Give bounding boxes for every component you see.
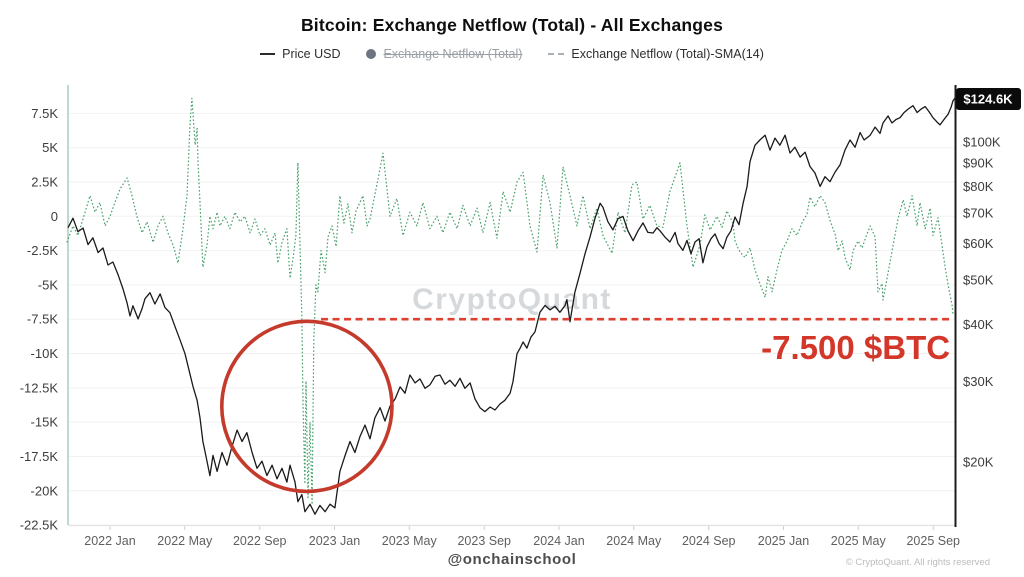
left-axis-tick: -10K [31,346,59,361]
legend: Price USD Exchange Netflow (Total) Excha… [0,47,1024,61]
right-axis-tick: $80K [963,179,994,194]
x-axis-tick: 2024 Jan [533,534,584,548]
x-axis-tick: 2022 May [157,534,213,548]
x-axis-tick: 2025 Jan [758,534,809,548]
right-axis-tick: $30K [963,374,994,389]
axis-labels: 7.5K 5K 2.5K 0 -2.5K -5K -7.5K -10K -12.5K -15K -1… [20,106,1001,548]
right-axis-tick: $50K [963,272,994,287]
right-axis-tick: $20K [963,455,994,470]
left-axis-tick: -22.5K [20,518,59,533]
x-axis-tick: 2023 May [382,534,438,548]
right-axis-tick: $100K [963,135,1001,150]
legend-item-netflow-sma[interactable]: Exchange Netflow (Total)-SMA(14) [548,47,764,61]
left-axis-tick: -15K [31,415,59,430]
x-axis-tick: 2025 Sep [906,534,960,548]
legend-label: Price USD [282,47,341,61]
x-axis-tick: 2022 Sep [233,534,287,548]
legend-item-netflow[interactable]: Exchange Netflow (Total) [366,47,522,61]
left-axis-tick: -7.5K [27,312,58,327]
axes [67,85,957,527]
x-axis-tick: 2025 May [831,534,887,548]
left-axis-tick: 2.5K [31,174,58,189]
x-axis-tick: 2023 Sep [457,534,511,548]
right-axis-tick: $40K [963,317,994,332]
copyright-notice: © CryptoQuant. All rights reserved [845,557,990,568]
legend-label: Exchange Netflow (Total)-SMA(14) [571,47,764,61]
price-badge: $124.6K [956,88,1021,110]
right-axis-tick: $70K [963,205,994,220]
red-annotations [220,317,952,494]
author-handle: @onchainschool [447,551,577,568]
left-axis-tick: -2.5K [27,243,58,258]
x-axis-tick: 2024 Sep [682,534,736,548]
x-axis-tick: 2023 Jan [309,534,360,548]
last-price-badge-label: $124.6K [963,92,1013,107]
left-axis-tick: -5K [38,277,59,292]
right-axis-tick: $90K [963,155,994,170]
left-axis-tick: 5K [42,140,58,155]
legend-label: Exchange Netflow (Total) [383,47,523,61]
left-axis-tick: -12.5K [20,380,59,395]
chart-title: Bitcoin: Exchange Netflow (Total) - All … [300,15,724,35]
left-axis-tick: -20K [31,483,59,498]
x-axis-tick: 2022 Jan [84,534,135,548]
line-marker-icon [260,53,276,55]
netflow-sma-line [66,97,954,506]
netflow-threshold-label: -7.500 $BTC [761,329,950,366]
right-axis-tick: $60K [963,236,994,251]
legend-item-price[interactable]: Price USD [260,47,340,61]
left-axis-tick: -17.5K [20,449,59,464]
gridlines [68,112,955,526]
left-axis-tick: 0 [51,209,58,224]
cryptoquant-watermark: CryptoQuant [412,283,612,316]
x-axis-tick: 2024 May [606,534,662,548]
dot-marker-icon [366,49,377,59]
price-line [67,97,956,515]
dash-marker-icon [548,53,565,55]
left-axis-tick: 7.5K [31,106,58,121]
